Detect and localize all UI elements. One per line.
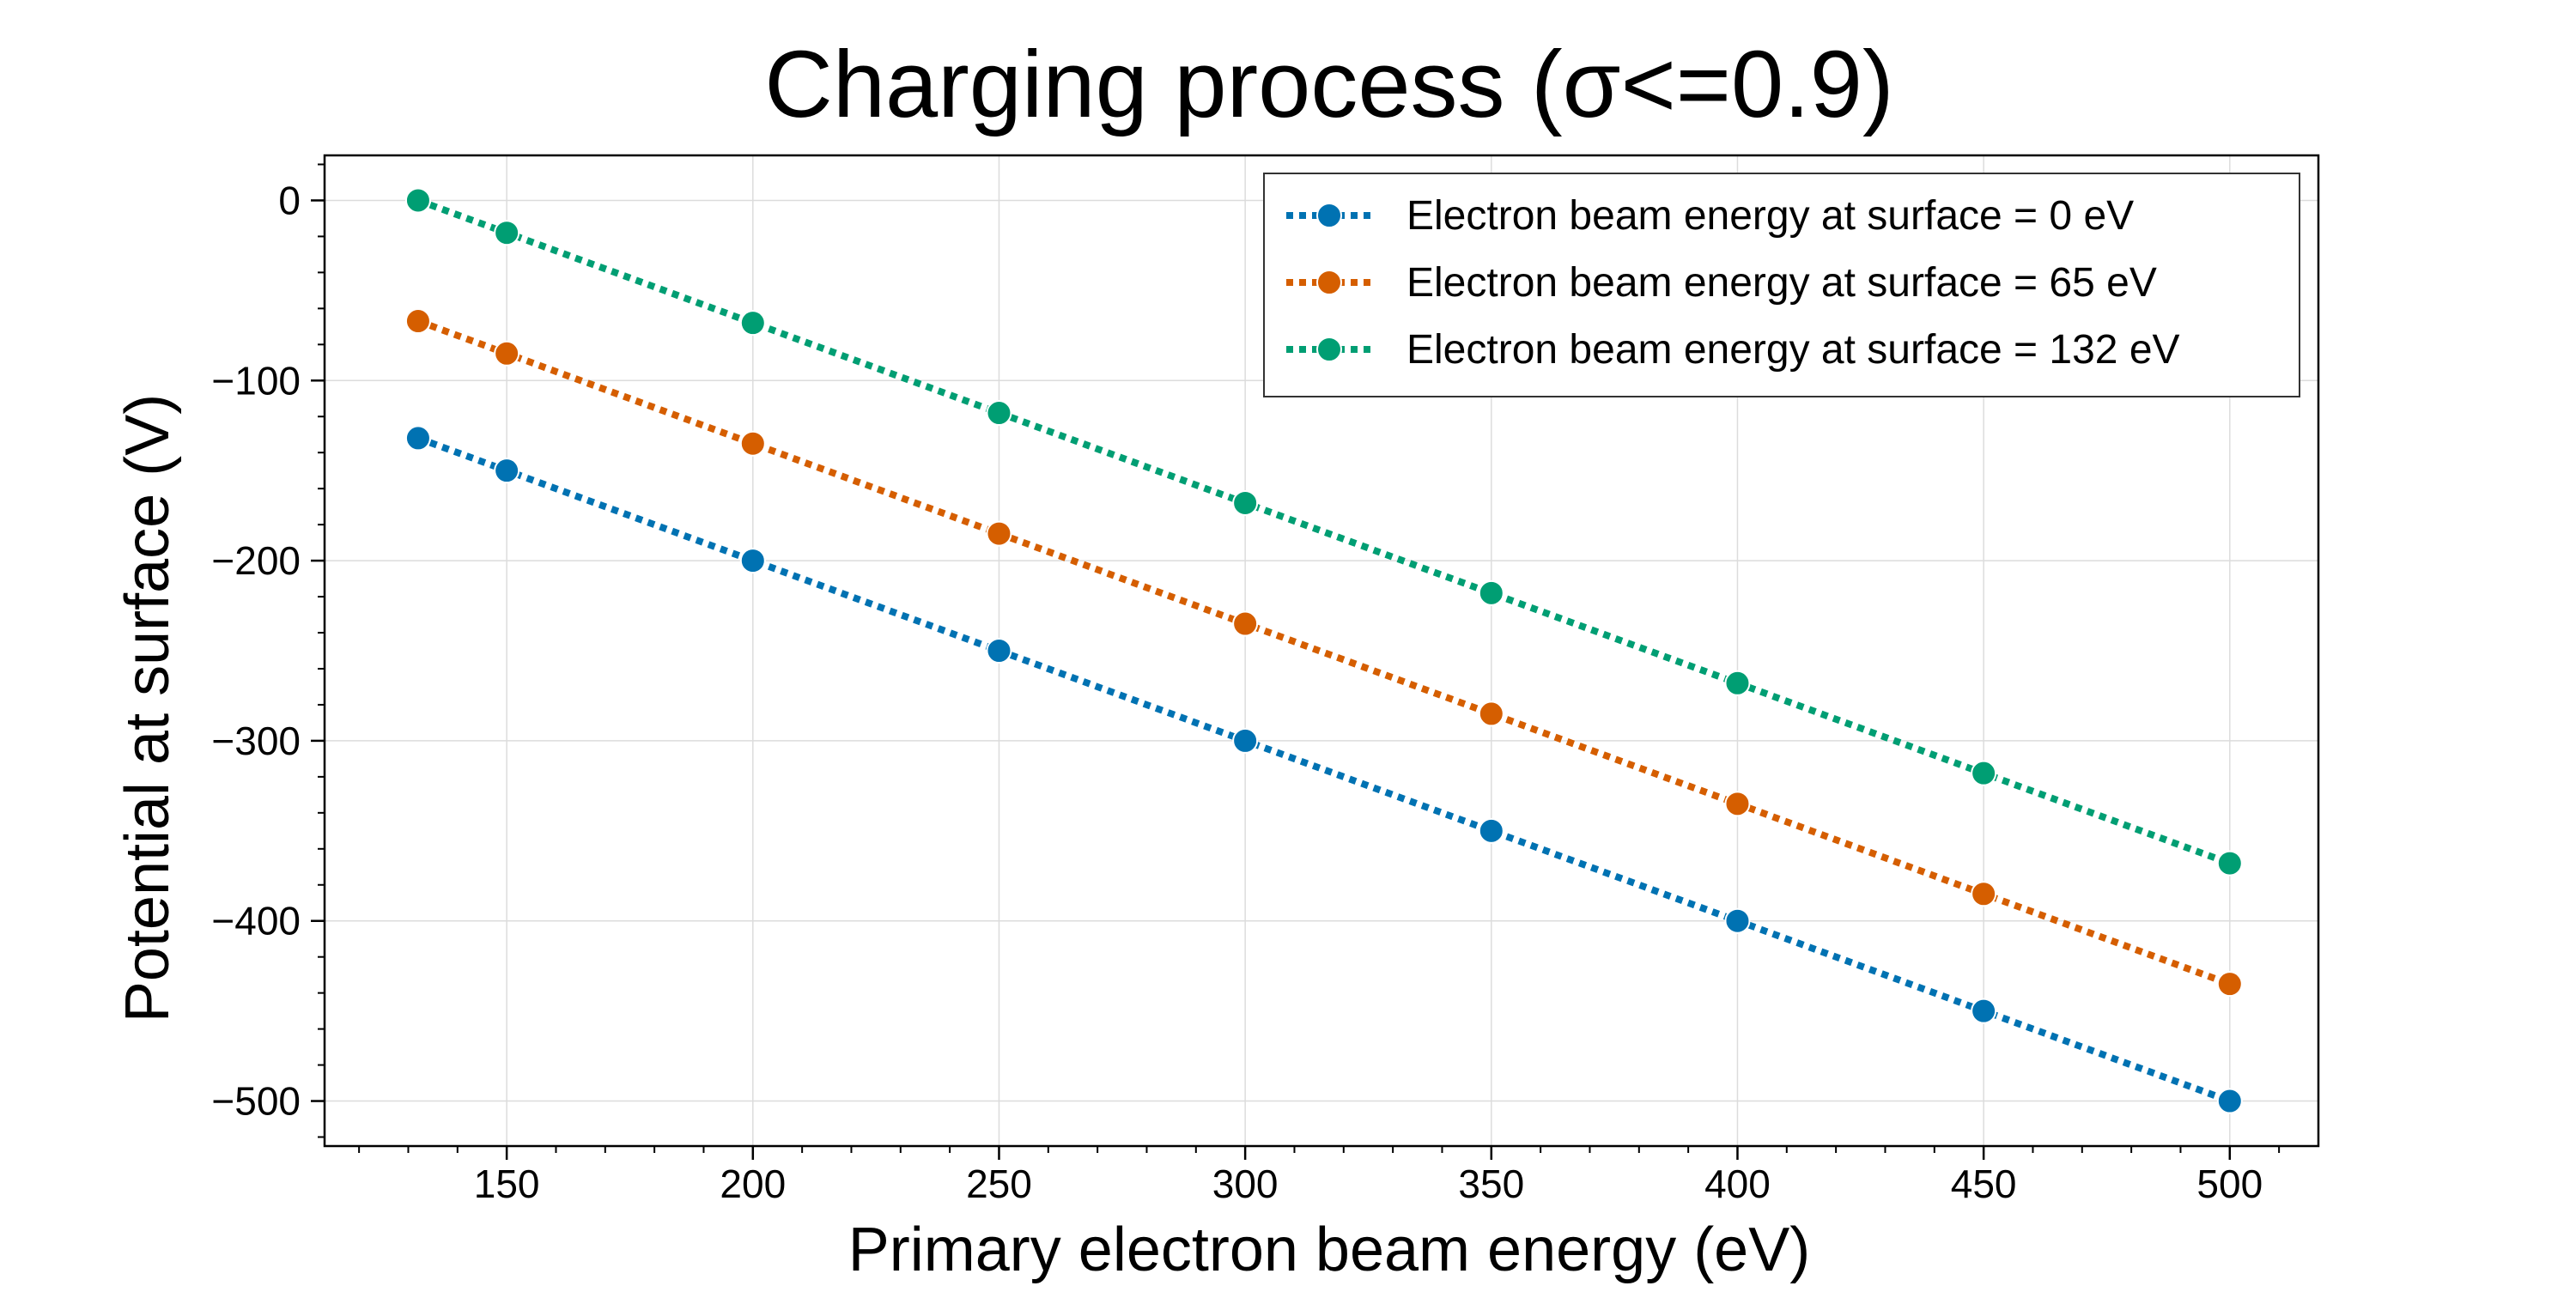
- series-1-point: [2216, 1088, 2243, 1114]
- series-2-point: [1971, 881, 1997, 907]
- series-3-point: [1971, 760, 1997, 786]
- chart-title: Charging process (σ<=0.9): [764, 32, 1893, 137]
- legend-label: Electron beam energy at surface = 65 eV: [1406, 260, 2157, 306]
- legend: Electron beam energy at surface = 0 eV El…: [1263, 173, 2300, 397]
- x-tick-label: 150: [474, 1162, 540, 1206]
- series-1-point: [404, 425, 431, 452]
- series-3-point: [404, 187, 431, 214]
- legend-label: Electron beam energy at surface = 0 eV: [1406, 193, 2134, 239]
- series-3: [404, 187, 2243, 876]
- series-1-point: [1232, 727, 1259, 754]
- axis-ticks: 150 200 250 300 350 400 450 500 0 −100 −200 −300 −40…: [211, 163, 2281, 1206]
- x-tick-label: 400: [1704, 1162, 1771, 1206]
- series-2-point: [1724, 791, 1751, 817]
- x-tick-label: 300: [1212, 1162, 1279, 1206]
- series-3-point: [494, 220, 520, 246]
- y-tick-label: −500: [211, 1079, 301, 1124]
- y-tick-label: −200: [211, 538, 301, 583]
- series-2-point: [2216, 971, 2243, 998]
- series-1-point: [1478, 817, 1504, 844]
- legend-entry-1: Electron beam energy at surface = 0 eV: [1286, 193, 2134, 239]
- plot-frame: [323, 154, 2320, 1148]
- x-tick-label: 200: [720, 1162, 786, 1206]
- series-2-point: [739, 430, 766, 457]
- x-tick-label: 500: [2196, 1162, 2263, 1206]
- series-2-point: [404, 308, 431, 335]
- y-tick-label: −100: [211, 358, 301, 403]
- x-axis-label: Primary electron beam energy (eV): [848, 1216, 1810, 1284]
- series-1-point: [1724, 907, 1751, 934]
- legend-label: Electron beam energy at surface = 132 eV: [1406, 327, 2180, 373]
- series-1: [404, 425, 2243, 1114]
- series-3-point: [2216, 850, 2243, 876]
- x-tick-label: 450: [1951, 1162, 2017, 1206]
- series-3-point: [739, 310, 766, 337]
- legend-entry-2: Electron beam energy at surface = 65 eV: [1286, 260, 2157, 306]
- series-1-point: [494, 458, 520, 484]
- y-axis-label: Potential at surface (V): [113, 394, 182, 1022]
- series-2-point: [494, 340, 520, 367]
- y-tick-label: −400: [211, 899, 301, 943]
- series-3-point: [1478, 579, 1504, 606]
- legend-frame: [1263, 173, 2300, 397]
- series-layer: [404, 187, 2243, 1114]
- y-tick-label: 0: [278, 178, 301, 222]
- x-tick-label: 250: [966, 1162, 1032, 1206]
- series-3-point: [1724, 670, 1751, 696]
- series-2: [404, 308, 2243, 998]
- series-1-point: [739, 548, 766, 574]
- legend-marker-swatch: [1316, 337, 1342, 362]
- series-2-point: [1232, 610, 1259, 637]
- series-3-point: [986, 400, 1012, 427]
- series-1-point: [986, 638, 1012, 664]
- series-2-point: [1478, 701, 1504, 727]
- series-1-point: [1971, 998, 1997, 1024]
- y-tick-label: −300: [211, 719, 301, 763]
- series-2-point: [986, 520, 1012, 547]
- legend-marker-swatch: [1316, 270, 1342, 295]
- legend-entry-3: Electron beam energy at surface = 132 eV: [1286, 327, 2180, 373]
- x-tick-label: 350: [1458, 1162, 1524, 1206]
- series-3-point: [1232, 489, 1259, 516]
- legend-marker-swatch: [1316, 203, 1342, 228]
